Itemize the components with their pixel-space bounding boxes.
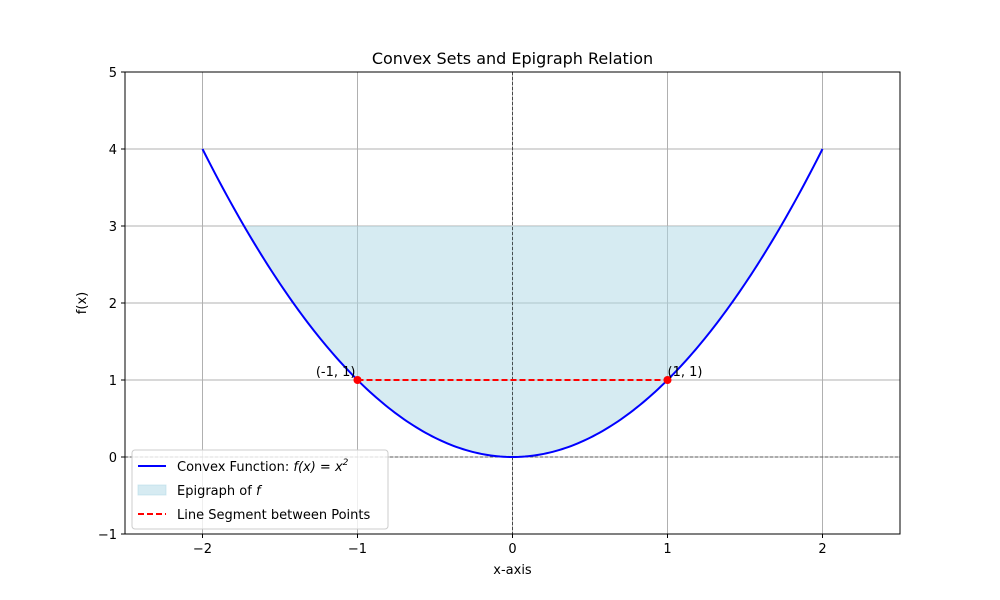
points: (-1, 1) (1, 1) <box>316 365 703 384</box>
y-tick-label-2: 1 <box>109 374 117 389</box>
chart-title: Convex Sets and Epigraph Relation <box>372 49 653 68</box>
x-tick-label-2: 0 <box>508 542 516 557</box>
x-tick-label-4: 2 <box>818 542 826 557</box>
x-tick-label-3: 1 <box>663 542 671 557</box>
point-marker-0 <box>353 376 362 384</box>
y-tick-label-6: 5 <box>109 66 117 81</box>
y-tick-label-5: 4 <box>109 143 117 158</box>
legend: Convex Function: f(x) = x2 Epigraph of f… <box>131 449 389 530</box>
x-axis-ticks: −2 −1 0 1 2 <box>193 534 827 557</box>
x-axis-label: x-axis <box>493 563 532 578</box>
y-tick-label-4: 3 <box>109 220 117 235</box>
point-label-0: (-1, 1) <box>316 365 356 380</box>
legend-label-epigraph: Epigraph of f <box>177 484 263 499</box>
y-axis-label: f(x) <box>75 292 90 314</box>
legend-box <box>131 449 389 530</box>
point-label-1: (1, 1) <box>668 365 703 380</box>
point-marker-1 <box>663 376 672 384</box>
y-tick-label-3: 2 <box>109 297 117 312</box>
y-tick-label-0: −1 <box>98 528 117 543</box>
x-tick-label-1: −1 <box>348 542 367 557</box>
legend-label-function: Convex Function: f(x) = x2 <box>177 458 349 475</box>
y-tick-label-1: 0 <box>109 451 117 466</box>
convex-function-line <box>201 148 824 459</box>
y-axis-ticks: −1 0 1 2 3 4 5 <box>98 66 125 543</box>
legend-label-segment: Line Segment between Points <box>177 508 370 523</box>
x-tick-label-0: −2 <box>193 542 212 557</box>
legend-swatch-epigraph <box>137 484 167 496</box>
